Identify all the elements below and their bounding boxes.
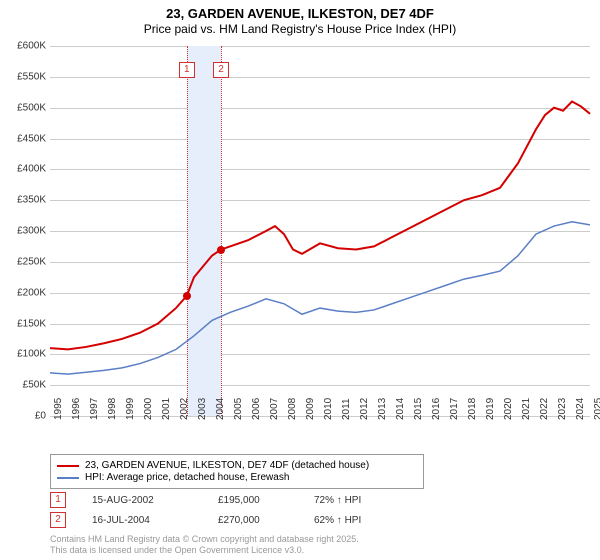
transaction-date: 15-AUG-2002 [92,495,192,506]
footer-line1: Contains HM Land Registry data © Crown c… [50,534,359,545]
y-axis-label: £250K [2,256,46,267]
x-axis-label: 2015 [413,398,424,420]
x-axis-label: 2021 [521,398,532,420]
x-axis-label: 2013 [377,398,388,420]
chart-title-block: 23, GARDEN AVENUE, ILKESTON, DE7 4DF Pri… [0,0,600,36]
y-axis-label: £0 [2,411,46,422]
x-axis-label: 2007 [269,398,280,420]
series-line [50,222,590,374]
x-axis-label: 2004 [215,398,226,420]
y-axis-label: £350K [2,195,46,206]
x-axis-label: 2019 [485,398,496,420]
x-axis-label: 2008 [287,398,298,420]
legend-label: HPI: Average price, detached house, Erew… [85,472,289,483]
x-axis-label: 2025 [593,398,600,420]
x-axis-label: 2003 [197,398,208,420]
x-axis-label: 2016 [431,398,442,420]
transaction-hpi: 72% ↑ HPI [314,495,404,506]
chart-legend: 23, GARDEN AVENUE, ILKESTON, DE7 4DF (de… [50,454,424,489]
transaction-date: 16-JUL-2004 [92,515,192,526]
x-axis-label: 2017 [449,398,460,420]
transaction-id-box: 1 [50,492,66,508]
x-axis-label: 1998 [107,398,118,420]
x-axis-label: 2023 [557,398,568,420]
x-axis-label: 2001 [161,398,172,420]
transaction-row: 2 16-JUL-2004 £270,000 62% ↑ HPI [50,512,404,528]
x-axis-label: 2022 [539,398,550,420]
y-axis-label: £500K [2,102,46,113]
transactions-table: 1 15-AUG-2002 £195,000 72% ↑ HPI 2 16-JUL-200… [50,492,404,532]
x-axis-label: 2011 [341,398,352,420]
chart-area: 12 £0£50K£100K£150K£200K£250K£300K£350K£… [50,46,590,416]
x-axis-label: 2020 [503,398,514,420]
x-axis-label: 2010 [323,398,334,420]
x-axis-label: 1995 [53,398,64,420]
x-axis-label: 2002 [179,398,190,420]
x-axis-label: 2005 [233,398,244,420]
x-axis-label: 1996 [71,398,82,420]
legend-label: 23, GARDEN AVENUE, ILKESTON, DE7 4DF (de… [85,460,369,471]
x-axis-label: 1999 [125,398,136,420]
chart-subtitle: Price paid vs. HM Land Registry's House … [0,22,600,36]
footer-attribution: Contains HM Land Registry data © Crown c… [50,534,359,556]
y-axis-label: £450K [2,133,46,144]
legend-item: 23, GARDEN AVENUE, ILKESTON, DE7 4DF (de… [57,460,417,471]
y-axis-label: £300K [2,226,46,237]
x-axis-label: 2006 [251,398,262,420]
transaction-id-box: 2 [50,512,66,528]
series-line [50,102,590,350]
y-axis-label: £150K [2,318,46,329]
y-axis-label: £400K [2,164,46,175]
y-axis-label: £50K [2,380,46,391]
x-axis-label: 2009 [305,398,316,420]
x-axis-label: 2014 [395,398,406,420]
y-axis-label: £200K [2,287,46,298]
x-axis-label: 2024 [575,398,586,420]
transaction-row: 1 15-AUG-2002 £195,000 72% ↑ HPI [50,492,404,508]
x-axis-label: 1997 [89,398,100,420]
transaction-price: £195,000 [218,495,288,506]
transaction-hpi: 62% ↑ HPI [314,515,404,526]
legend-swatch [57,465,79,467]
sale-dot [217,246,225,254]
legend-item: HPI: Average price, detached house, Erew… [57,472,417,483]
footer-line2: This data is licensed under the Open Gov… [50,545,359,556]
chart-title: 23, GARDEN AVENUE, ILKESTON, DE7 4DF [0,6,600,21]
legend-swatch [57,477,79,479]
x-axis-label: 2012 [359,398,370,420]
x-axis-label: 2000 [143,398,154,420]
transaction-price: £270,000 [218,515,288,526]
sale-dot [183,292,191,300]
y-axis-label: £100K [2,349,46,360]
y-axis-label: £600K [2,41,46,52]
x-axis-label: 2018 [467,398,478,420]
y-axis-label: £550K [2,71,46,82]
chart-lines [50,46,590,416]
